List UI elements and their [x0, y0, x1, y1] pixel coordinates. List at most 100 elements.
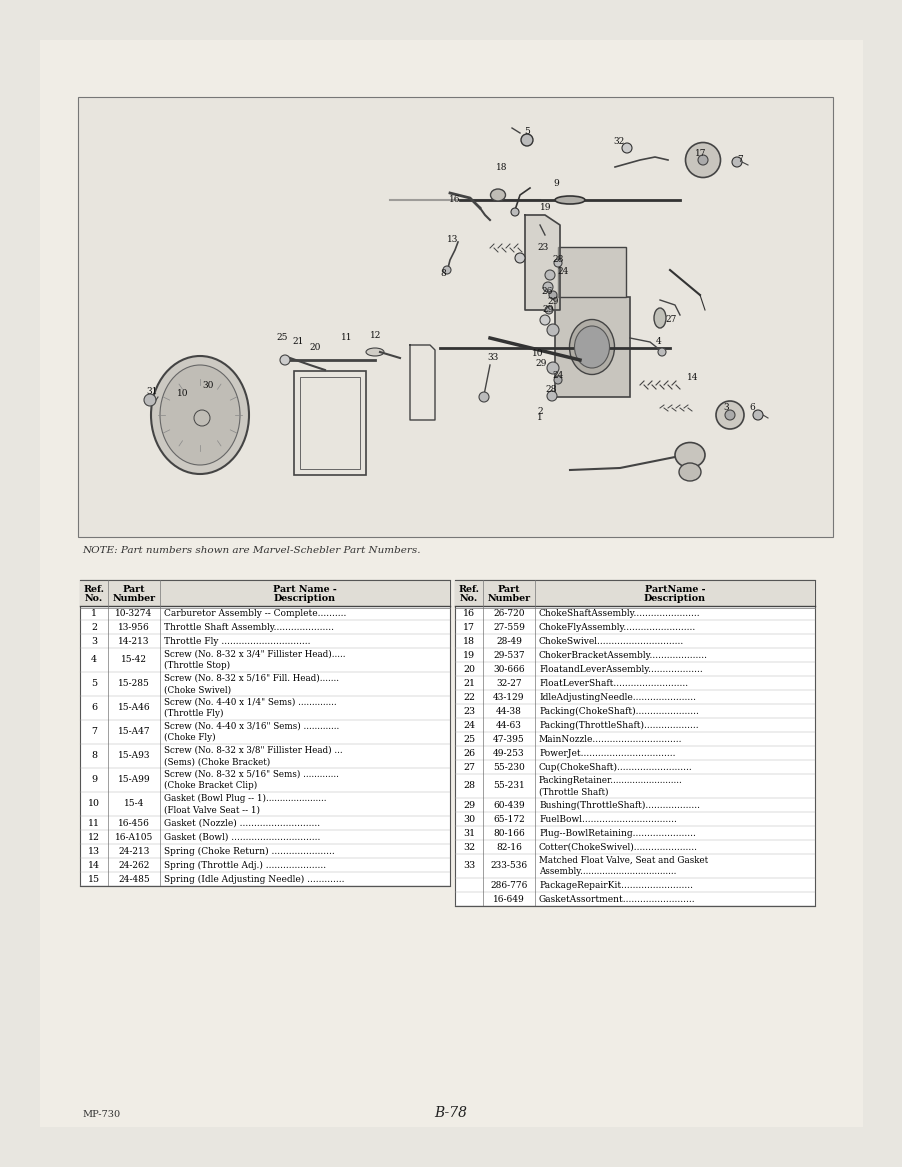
Text: 5: 5 [91, 679, 97, 689]
Text: (Sems) (Choke Bracket): (Sems) (Choke Bracket) [164, 757, 270, 767]
Text: 13: 13 [446, 236, 458, 245]
Circle shape [547, 324, 558, 336]
Text: Packing(ThrottleShaft)...................: Packing(ThrottleShaft)..................… [538, 720, 698, 729]
Ellipse shape [678, 463, 700, 481]
Text: 3: 3 [723, 403, 728, 412]
Circle shape [511, 208, 519, 216]
Text: 19: 19 [539, 203, 551, 212]
Text: 49-253: 49-253 [492, 748, 524, 757]
Text: 32: 32 [612, 138, 624, 147]
Text: Ref.: Ref. [458, 586, 479, 594]
Text: 14-213: 14-213 [118, 636, 150, 645]
Text: (Throttle Fly): (Throttle Fly) [164, 710, 224, 719]
Text: 2: 2 [537, 407, 542, 417]
Ellipse shape [653, 308, 666, 328]
Text: 16-A105: 16-A105 [115, 832, 153, 841]
Text: 55-230: 55-230 [492, 762, 524, 771]
Circle shape [547, 362, 558, 373]
Text: MP-730: MP-730 [82, 1110, 120, 1119]
Circle shape [554, 259, 561, 267]
Text: 1: 1 [537, 413, 542, 422]
Circle shape [732, 158, 741, 167]
Ellipse shape [675, 442, 704, 468]
Text: Spring (Choke Return) ......................: Spring (Choke Return) ..................… [164, 846, 335, 855]
Text: 16: 16 [449, 196, 460, 204]
Text: 5: 5 [523, 127, 529, 137]
Text: ChokeFlyAssembly.........................: ChokeFlyAssembly........................… [538, 622, 695, 631]
Text: 18: 18 [496, 163, 507, 173]
Text: 33: 33 [463, 861, 474, 871]
Text: ChokeSwivel..............................: ChokeSwivel.............................… [538, 636, 684, 645]
Text: 24-485: 24-485 [118, 874, 150, 883]
Text: 1: 1 [91, 608, 97, 617]
Text: 29: 29 [542, 306, 553, 314]
Text: (Choke Fly): (Choke Fly) [164, 733, 216, 742]
Text: 15-A46: 15-A46 [117, 704, 150, 713]
Ellipse shape [555, 196, 584, 204]
Text: 18: 18 [463, 636, 474, 645]
Text: PackingRetainer..........................: PackingRetainer.........................… [538, 776, 682, 784]
Circle shape [724, 410, 734, 420]
Text: 13: 13 [87, 846, 100, 855]
Text: 24-262: 24-262 [118, 860, 150, 869]
Text: 24: 24 [463, 720, 474, 729]
Text: (Choke Bracket Clip): (Choke Bracket Clip) [164, 781, 257, 790]
Text: 29: 29 [463, 801, 474, 810]
Circle shape [545, 270, 555, 280]
Text: 11: 11 [341, 333, 353, 342]
Text: (Throttle Shaft): (Throttle Shaft) [538, 788, 608, 796]
Text: ChokerBracketAssembly....................: ChokerBracketAssembly...................… [538, 650, 707, 659]
Text: Cup(ChokeShaft)..........................: Cup(ChokeShaft).........................… [538, 762, 692, 771]
Text: 28: 28 [463, 782, 474, 790]
Text: 27-559: 27-559 [492, 622, 524, 631]
Circle shape [621, 144, 631, 153]
Text: 7: 7 [91, 727, 97, 736]
Text: 13-956: 13-956 [118, 622, 150, 631]
Text: 6: 6 [91, 704, 97, 713]
Text: 65-172: 65-172 [492, 815, 524, 824]
Text: 2: 2 [91, 622, 97, 631]
Text: 12: 12 [87, 832, 100, 841]
Text: Throttle Shaft Assembly.....................: Throttle Shaft Assembly.................… [164, 622, 334, 631]
Text: FloatandLeverAssembly...................: FloatandLeverAssembly................... [538, 664, 702, 673]
Text: 80-166: 80-166 [492, 829, 524, 838]
Text: 16-456: 16-456 [118, 818, 150, 827]
Circle shape [443, 266, 450, 274]
Text: 28: 28 [552, 256, 563, 265]
Text: 43-129: 43-129 [492, 692, 524, 701]
Text: Assembly...................................: Assembly................................… [538, 867, 676, 876]
Text: Carburetor Assembly -- Complete..........: Carburetor Assembly -- Complete.........… [164, 608, 346, 617]
Text: Description: Description [643, 594, 705, 603]
Circle shape [752, 410, 762, 420]
Text: 28: 28 [545, 385, 556, 394]
Text: 47-395: 47-395 [492, 734, 524, 743]
Text: 15-A47: 15-A47 [117, 727, 150, 736]
Text: 20: 20 [309, 343, 320, 352]
Text: 15: 15 [87, 874, 100, 883]
Text: 20: 20 [463, 664, 474, 673]
Text: 60-439: 60-439 [492, 801, 524, 810]
Ellipse shape [151, 356, 249, 474]
Text: 9: 9 [553, 179, 558, 188]
Text: 19: 19 [463, 650, 474, 659]
Text: 23: 23 [463, 706, 474, 715]
Text: ChokeShaftAssembly.......................: ChokeShaftAssembly......................… [538, 608, 700, 617]
Text: 10: 10 [177, 389, 189, 398]
Text: 25: 25 [276, 333, 288, 342]
Text: IdleAdjustingNeedle......................: IdleAdjustingNeedle.....................… [538, 692, 695, 701]
Text: 4: 4 [91, 656, 97, 664]
Text: 10: 10 [531, 349, 543, 357]
Text: Plug--BowlRetaining......................: Plug--BowlRetaining.....................… [538, 829, 695, 838]
Text: 27: 27 [463, 762, 474, 771]
Text: 14: 14 [87, 860, 100, 869]
Ellipse shape [160, 365, 240, 464]
Text: Cotter(ChokeSwivel)......................: Cotter(ChokeSwivel).....................… [538, 843, 697, 852]
Text: Screw (No. 8-32 x 3/8" Fillister Head) ...: Screw (No. 8-32 x 3/8" Fillister Head) .… [164, 746, 342, 755]
Text: Screw (No. 4-40 x 1/4" Sems) ..............: Screw (No. 4-40 x 1/4" Sems) ...........… [164, 698, 336, 707]
Text: 10: 10 [87, 799, 100, 809]
Text: 3: 3 [91, 636, 97, 645]
Text: 44-38: 44-38 [495, 706, 521, 715]
Text: B-78: B-78 [434, 1106, 467, 1120]
Text: Gasket (Bowl Plug -- 1)......................: Gasket (Bowl Plug -- 1).................… [164, 794, 327, 803]
Text: 32: 32 [463, 843, 474, 852]
